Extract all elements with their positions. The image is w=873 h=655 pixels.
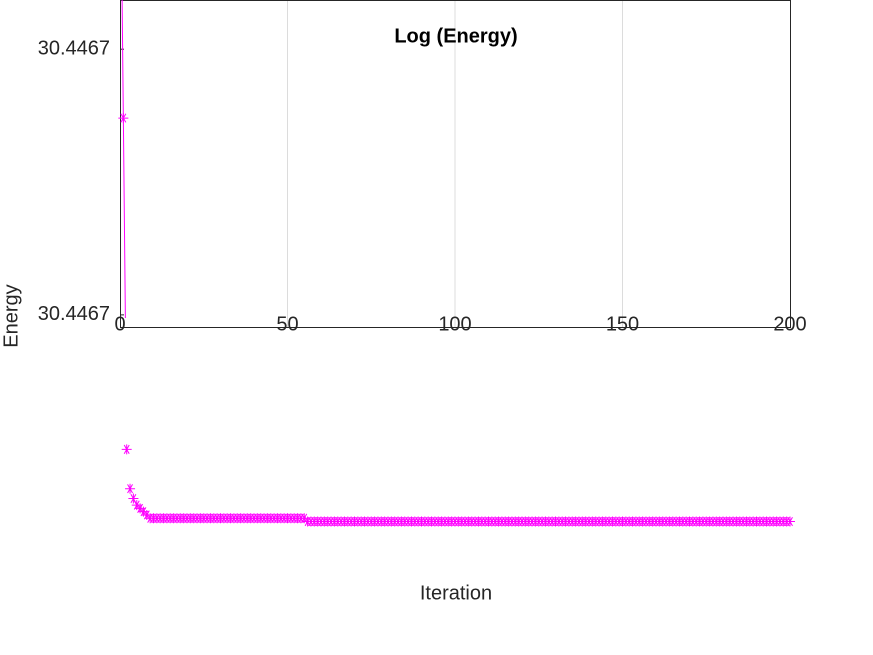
x-tick-label: 200 <box>773 313 806 335</box>
data-point <box>125 483 136 494</box>
plot-frame <box>120 0 791 328</box>
data-point <box>299 513 310 524</box>
data-point <box>138 506 149 517</box>
chart-title: Log (Energy) <box>394 25 517 47</box>
data-point <box>131 500 142 511</box>
data-point <box>121 444 132 455</box>
x-tick-label: 50 <box>276 313 298 335</box>
x-tick-label: 150 <box>606 313 639 335</box>
data-point <box>128 493 139 504</box>
y-tick-label: 30.4467 <box>38 37 110 59</box>
x-tick-label: 0 <box>114 313 125 335</box>
x-tick-label: 100 <box>438 313 471 335</box>
data-point <box>141 509 152 520</box>
data-point <box>785 516 795 527</box>
y-tick-label: 30.4467 <box>38 303 110 325</box>
data-point <box>135 503 146 514</box>
data-point <box>118 113 129 124</box>
y-axis-label: Energy <box>0 284 22 347</box>
x-axis-label: Iteration <box>420 582 492 604</box>
